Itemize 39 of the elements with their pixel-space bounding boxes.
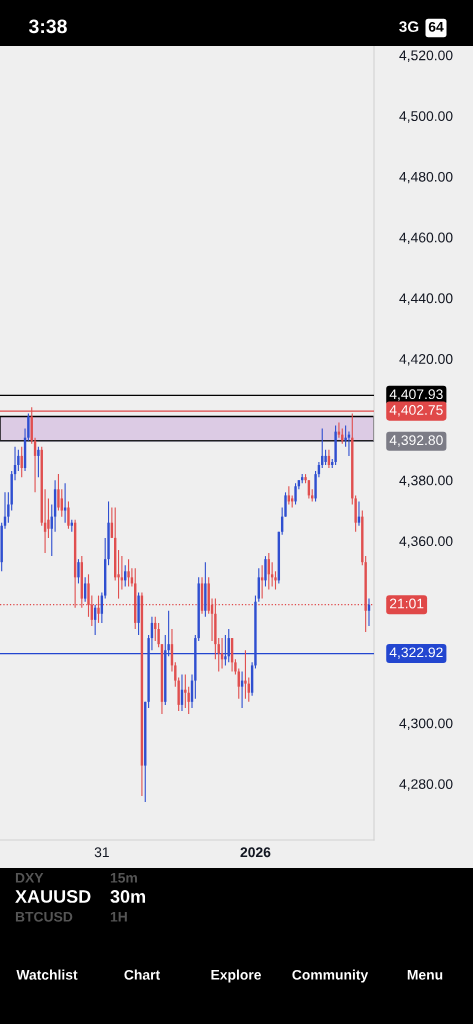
x-tick-label: 31: [94, 847, 109, 858]
y-tick-label: 4,420.00: [399, 354, 453, 366]
candlestick: [77, 558, 80, 584]
text: 21:01: [389, 598, 424, 609]
ref-line-label: 4,392.80: [389, 435, 443, 447]
y-tick-label: 4,500.00: [399, 111, 453, 123]
candlestick: [294, 482, 297, 506]
text: 30m: [110, 890, 146, 903]
ref-line-label: 4,407.93: [389, 389, 443, 401]
text: Chart: [124, 969, 160, 980]
y-tick-label: 4,300.00: [399, 718, 453, 730]
x-tick-label: 2026: [240, 847, 271, 858]
text: 3:38: [28, 19, 67, 34]
y-tick-label: 4,480.00: [399, 171, 453, 184]
text: Watchlist: [16, 969, 78, 980]
text: BTCUSD: [15, 911, 73, 922]
y-tick-label: 4,520.00: [399, 50, 453, 62]
candlestick: [127, 558, 130, 588]
text: XAUUSD: [15, 890, 91, 903]
text: 15m: [110, 873, 137, 883]
text: Community: [292, 969, 369, 983]
text: DXY: [15, 873, 44, 883]
y-tick-label: 4,280.00: [399, 779, 453, 791]
y-tick-label: 4,360.00: [399, 536, 453, 548]
text: Menu: [407, 970, 443, 980]
candlestick: [244, 649, 247, 700]
candlestick: [60, 488, 63, 518]
y-tick-label: 4,440.00: [399, 293, 453, 305]
ref-line-label: 4,322.92: [389, 647, 443, 659]
text: Explore: [211, 969, 261, 983]
text: 3G: [399, 21, 419, 33]
text: 1H: [110, 912, 127, 922]
y-tick-label: 4,380.00: [399, 475, 453, 487]
ref-line-label: 4,402.75: [389, 405, 443, 417]
candlestick: [67, 500, 70, 530]
candlestick: [264, 555, 267, 588]
text: 64: [428, 21, 444, 32]
candlestick: [37, 446, 40, 478]
y-tick-label: 4,460.00: [399, 232, 453, 245]
